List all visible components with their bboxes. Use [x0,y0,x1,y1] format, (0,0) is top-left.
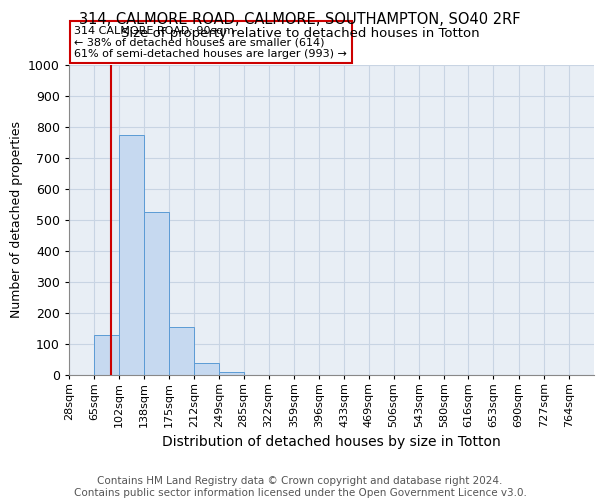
Bar [94,334,119,375]
Y-axis label: Number of detached properties: Number of detached properties [10,122,23,318]
Bar [169,327,194,375]
Text: Size of property relative to detached houses in Totton: Size of property relative to detached ho… [121,28,479,40]
Bar [119,134,144,375]
Bar [194,363,219,375]
X-axis label: Distribution of detached houses by size in Totton: Distribution of detached houses by size … [162,436,501,450]
Bar [219,372,244,375]
Bar [144,212,169,375]
Text: 314 CALMORE ROAD: 90sqm
← 38% of detached houses are smaller (614)
61% of semi-d: 314 CALMORE ROAD: 90sqm ← 38% of detache… [74,26,347,59]
Text: 314, CALMORE ROAD, CALMORE, SOUTHAMPTON, SO40 2RF: 314, CALMORE ROAD, CALMORE, SOUTHAMPTON,… [79,12,521,28]
Text: Contains HM Land Registry data © Crown copyright and database right 2024.
Contai: Contains HM Land Registry data © Crown c… [74,476,526,498]
